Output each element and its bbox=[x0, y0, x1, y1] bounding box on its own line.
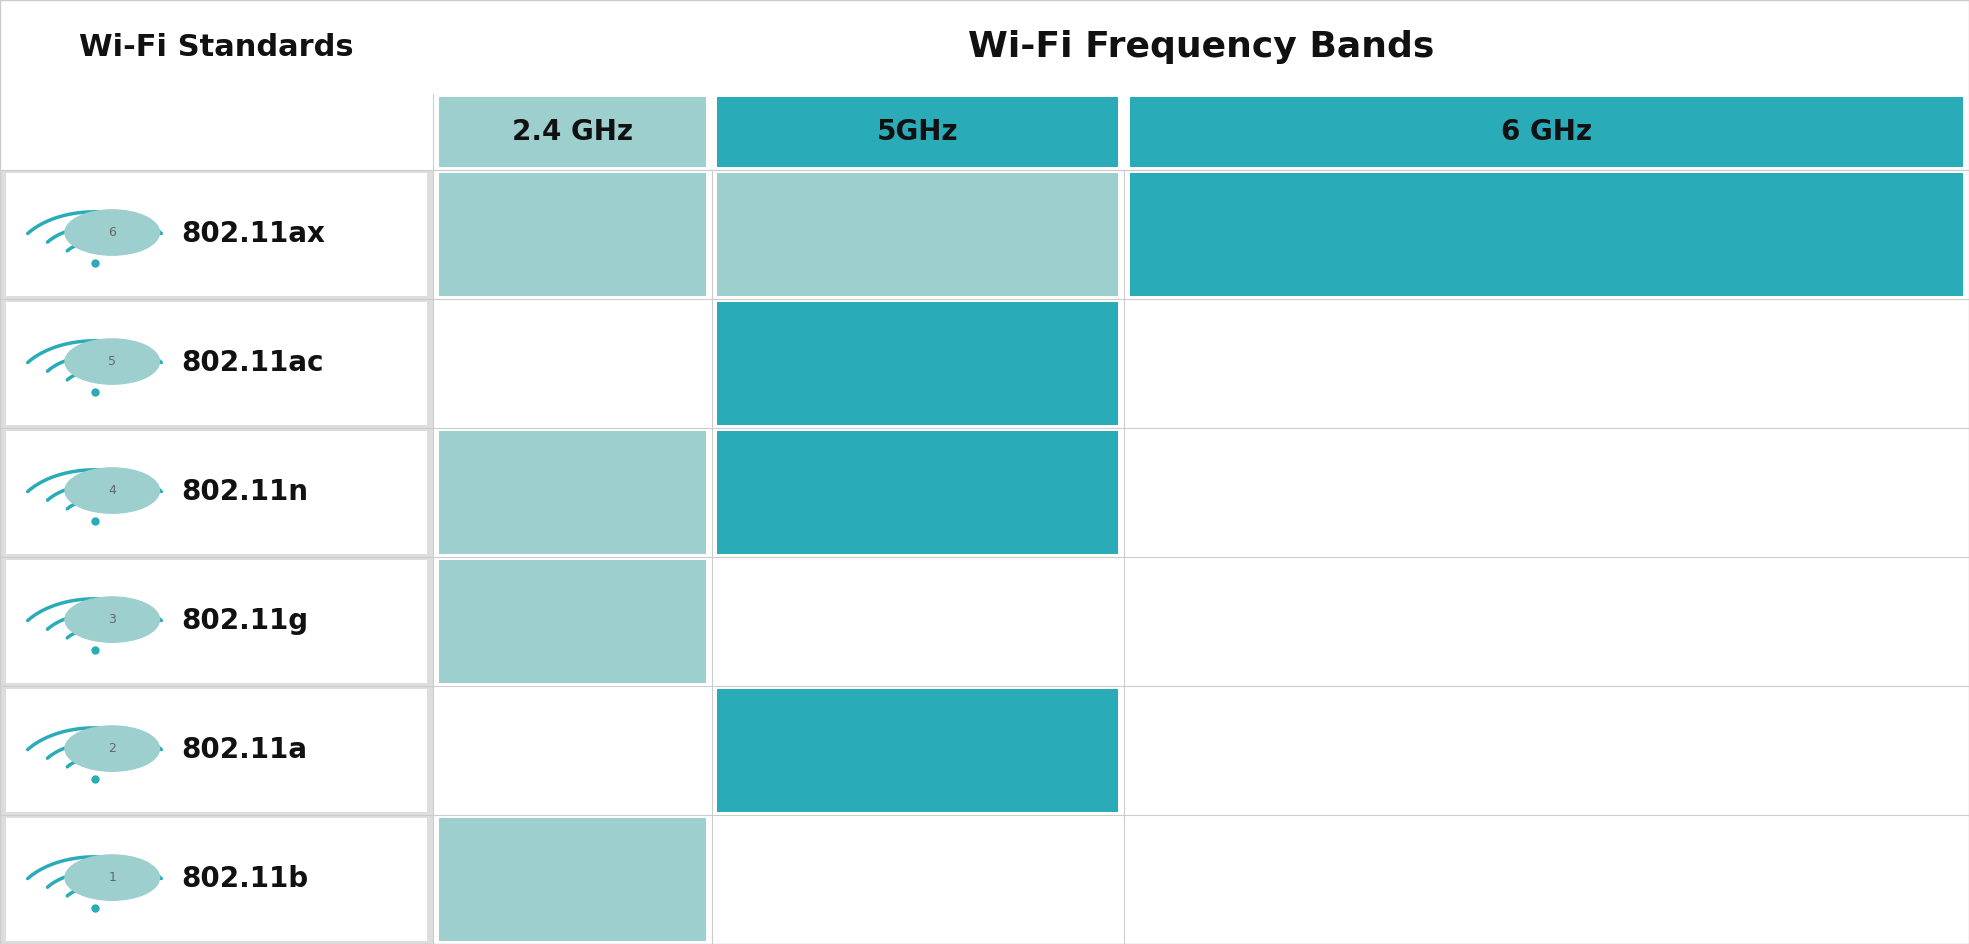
Text: 802.11ac: 802.11ac bbox=[181, 349, 323, 378]
Bar bbox=[0, 170, 433, 299]
Circle shape bbox=[65, 855, 159, 901]
Bar bbox=[0, 557, 433, 686]
Bar bbox=[433, 170, 711, 299]
Bar bbox=[439, 818, 705, 941]
Text: 1: 1 bbox=[108, 871, 116, 885]
Bar bbox=[6, 430, 427, 554]
Bar bbox=[1124, 94, 1969, 170]
Text: 2: 2 bbox=[108, 742, 116, 755]
Bar bbox=[711, 815, 1124, 944]
Bar bbox=[6, 560, 427, 683]
Text: 802.11n: 802.11n bbox=[181, 479, 307, 506]
Circle shape bbox=[65, 339, 159, 384]
Text: 4: 4 bbox=[108, 484, 116, 497]
Bar bbox=[439, 689, 705, 812]
Bar bbox=[711, 428, 1124, 557]
Bar bbox=[1124, 428, 1969, 557]
Text: Wi-Fi Standards: Wi-Fi Standards bbox=[79, 33, 354, 61]
Bar bbox=[717, 302, 1118, 425]
Bar bbox=[0, 0, 433, 94]
Text: 802.11a: 802.11a bbox=[181, 736, 307, 765]
Bar bbox=[6, 302, 427, 425]
Bar bbox=[0, 815, 433, 944]
Bar bbox=[1130, 689, 1963, 812]
Bar bbox=[0, 94, 433, 170]
Bar bbox=[433, 0, 1969, 94]
Bar bbox=[1124, 170, 1969, 299]
Bar bbox=[0, 428, 433, 557]
Bar bbox=[717, 97, 1118, 167]
Text: 3: 3 bbox=[108, 613, 116, 626]
Circle shape bbox=[65, 597, 159, 642]
Text: 2.4 GHz: 2.4 GHz bbox=[512, 118, 632, 146]
Bar bbox=[433, 686, 711, 815]
Bar bbox=[433, 0, 1969, 94]
Bar bbox=[0, 686, 433, 815]
Bar bbox=[6, 173, 427, 296]
Bar bbox=[1124, 299, 1969, 428]
Bar bbox=[711, 170, 1124, 299]
Bar bbox=[717, 173, 1118, 296]
Text: Wi-Fi Frequency Bands: Wi-Fi Frequency Bands bbox=[969, 30, 1433, 64]
Bar bbox=[433, 94, 711, 170]
Text: 802.11ax: 802.11ax bbox=[181, 221, 325, 248]
Bar bbox=[439, 430, 705, 554]
Bar bbox=[1130, 173, 1963, 296]
Bar bbox=[439, 97, 705, 167]
Text: 802.11b: 802.11b bbox=[181, 866, 309, 893]
Bar bbox=[717, 689, 1118, 812]
Bar bbox=[433, 299, 711, 428]
Text: 6: 6 bbox=[108, 226, 116, 239]
Bar bbox=[1130, 818, 1963, 941]
Bar bbox=[1124, 815, 1969, 944]
Bar bbox=[433, 557, 711, 686]
Bar bbox=[0, 0, 433, 94]
Text: 802.11g: 802.11g bbox=[181, 608, 309, 635]
Bar bbox=[1124, 557, 1969, 686]
Circle shape bbox=[65, 726, 159, 771]
Bar bbox=[1130, 560, 1963, 683]
Bar bbox=[1130, 97, 1963, 167]
Bar bbox=[433, 815, 711, 944]
Bar bbox=[439, 560, 705, 683]
Circle shape bbox=[65, 210, 159, 255]
Bar bbox=[711, 94, 1124, 170]
Bar bbox=[711, 557, 1124, 686]
Bar bbox=[1130, 430, 1963, 554]
Bar bbox=[433, 428, 711, 557]
Bar bbox=[0, 299, 433, 428]
Circle shape bbox=[65, 468, 159, 514]
Bar bbox=[439, 173, 705, 296]
Bar bbox=[717, 818, 1118, 941]
Bar bbox=[711, 686, 1124, 815]
Bar bbox=[711, 299, 1124, 428]
Bar bbox=[6, 689, 427, 812]
Bar bbox=[717, 430, 1118, 554]
Bar bbox=[439, 302, 705, 425]
Text: 5GHz: 5GHz bbox=[876, 118, 959, 146]
Bar bbox=[6, 818, 427, 941]
Text: 5: 5 bbox=[108, 355, 116, 368]
Bar bbox=[1130, 302, 1963, 425]
Bar bbox=[0, 94, 433, 170]
Text: 6 GHz: 6 GHz bbox=[1500, 118, 1593, 146]
Bar bbox=[717, 560, 1118, 683]
Bar bbox=[1124, 686, 1969, 815]
